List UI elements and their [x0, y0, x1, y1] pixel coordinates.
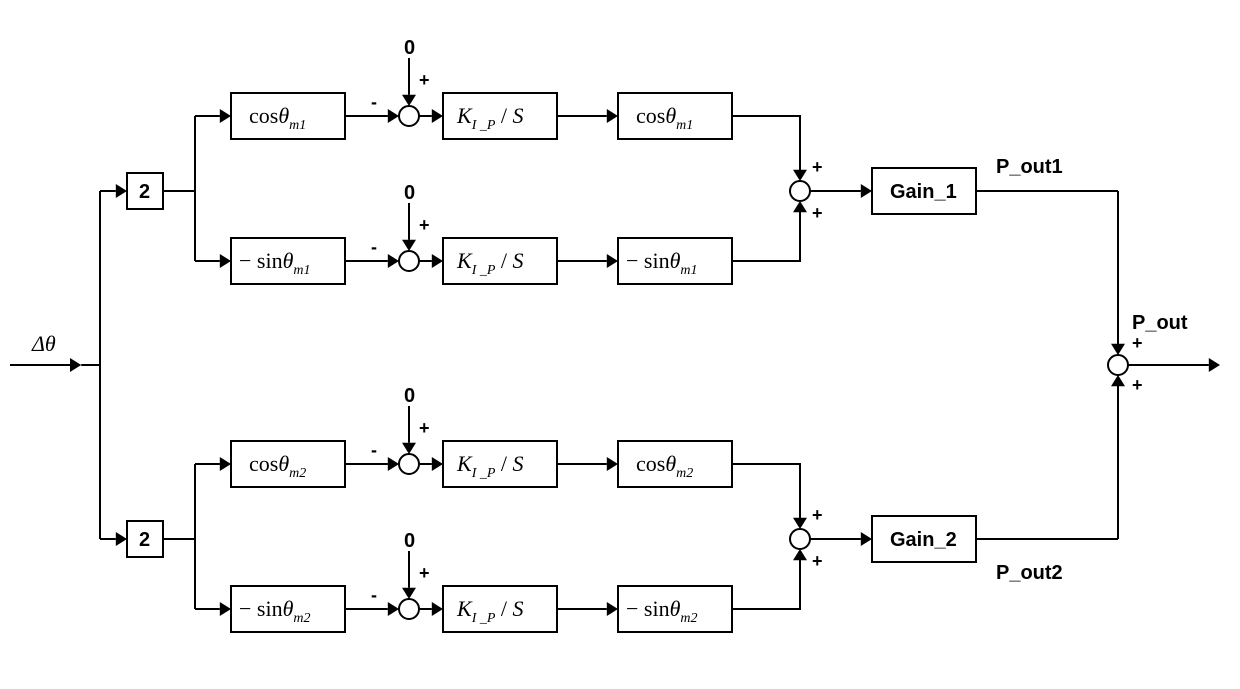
- label: P_out1: [996, 156, 1063, 178]
- label: 2: [139, 181, 150, 203]
- arrow-head-icon: [607, 254, 618, 268]
- label: P_out: [1132, 312, 1188, 334]
- label: +: [419, 563, 430, 583]
- arrow-head-icon: [607, 602, 618, 616]
- label: -: [371, 237, 377, 257]
- label: +: [812, 203, 823, 223]
- arrow-head-icon: [1111, 344, 1125, 355]
- arrow-head-icon: [402, 240, 416, 251]
- arrow-head-icon: [793, 518, 807, 529]
- label: +: [1132, 333, 1143, 353]
- arrow-head-icon: [220, 602, 231, 616]
- sum-node: [399, 251, 419, 271]
- label: Gain_2: [890, 529, 957, 551]
- label: P_out2: [996, 562, 1063, 584]
- arrow-head-icon: [402, 443, 416, 454]
- input-label: Δθ: [31, 331, 56, 356]
- label: 0: [404, 37, 415, 59]
- sum-node: [790, 529, 810, 549]
- arrow-head-icon: [432, 254, 443, 268]
- arrow-head-icon: [116, 184, 127, 198]
- arrow-head-icon: [70, 358, 81, 372]
- arrow-head-icon: [388, 602, 399, 616]
- arrow-head-icon: [793, 201, 807, 212]
- label: +: [419, 70, 430, 90]
- arrow-head-icon: [861, 532, 872, 546]
- label: +: [812, 157, 823, 177]
- arrow-head-icon: [402, 588, 416, 599]
- arrow-head-icon: [388, 109, 399, 123]
- arrow-head-icon: [432, 457, 443, 471]
- arrow-head-icon: [607, 109, 618, 123]
- arrow-head-icon: [1111, 375, 1125, 386]
- arrow-head-icon: [793, 170, 807, 181]
- arrow-head-icon: [116, 532, 127, 546]
- label: -: [371, 92, 377, 112]
- sum-node: [399, 454, 419, 474]
- label: Gain_1: [890, 181, 957, 203]
- sum-node: [399, 599, 419, 619]
- sum-node: [790, 181, 810, 201]
- arrow-head-icon: [220, 254, 231, 268]
- arrow-head-icon: [402, 95, 416, 106]
- label: +: [419, 215, 430, 235]
- arrow-head-icon: [432, 109, 443, 123]
- label: 0: [404, 385, 415, 407]
- arrow-head-icon: [388, 457, 399, 471]
- arrow-head-icon: [861, 184, 872, 198]
- signal-wire: [732, 557, 800, 609]
- arrow-head-icon: [388, 254, 399, 268]
- label: +: [1132, 375, 1143, 395]
- signal-wire: [732, 464, 800, 521]
- signal-wire: [732, 209, 800, 261]
- label: 0: [404, 530, 415, 552]
- arrow-head-icon: [793, 549, 807, 560]
- arrow-head-icon: [220, 457, 231, 471]
- label: +: [812, 505, 823, 525]
- sum-node: [1108, 355, 1128, 375]
- label: 0: [404, 182, 415, 204]
- label: 2: [139, 529, 150, 551]
- arrow-head-icon: [220, 109, 231, 123]
- signal-wire: [732, 116, 800, 173]
- label: +: [812, 551, 823, 571]
- arrow-head-icon: [1209, 358, 1220, 372]
- label: +: [419, 418, 430, 438]
- label: -: [371, 440, 377, 460]
- label: -: [371, 585, 377, 605]
- sum-node: [399, 106, 419, 126]
- arrow-head-icon: [607, 457, 618, 471]
- arrow-head-icon: [432, 602, 443, 616]
